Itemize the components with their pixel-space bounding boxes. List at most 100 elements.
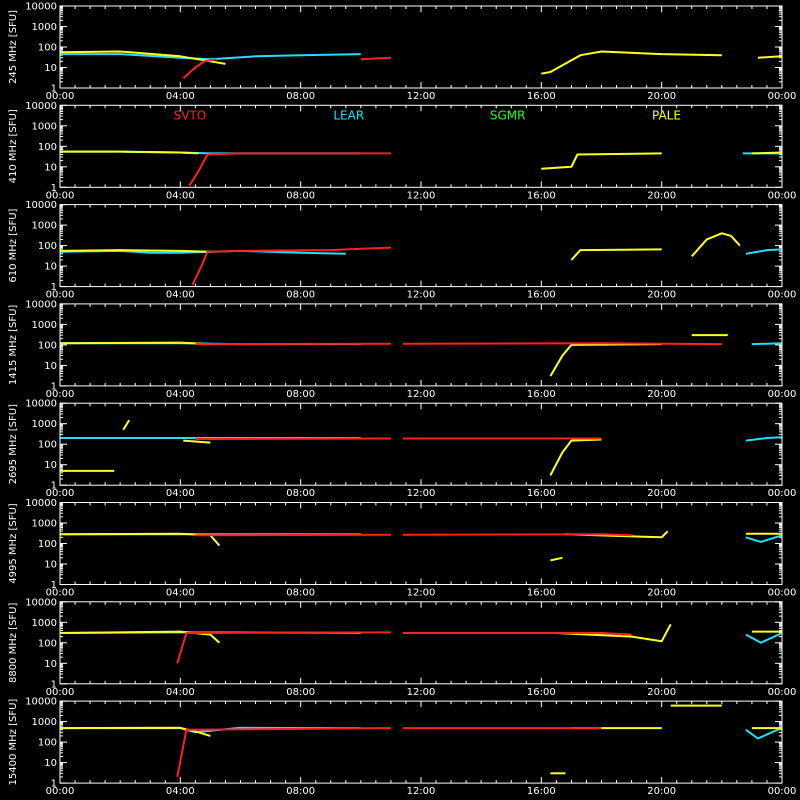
y-tick-label: 1000: [32, 519, 57, 530]
y-tick-label: 10000: [25, 299, 57, 310]
y-tick-label: 10000: [25, 2, 57, 13]
y-tick-label: 1: [51, 481, 57, 492]
x-tick-label: 12:00: [407, 687, 436, 698]
series-line-pale: [549, 343, 662, 377]
y-tick-label: 100: [38, 241, 57, 252]
series-line-lear: [60, 53, 361, 61]
y-tick-label: 10000: [25, 697, 57, 708]
series-line-svto: [176, 727, 391, 778]
x-tick-label: 16:00: [527, 786, 556, 797]
x-tick-label: 04:00: [166, 389, 195, 400]
series-line-lear: [745, 436, 783, 442]
x-tick-label: 04:00: [166, 687, 195, 698]
panel-2: 1 10 100 1000 10000 00:00 04:00 08:00 12:00 16:00…: [8, 200, 796, 301]
x-tick-label: 12:00: [407, 91, 436, 102]
y-tick-label: 100: [38, 539, 57, 550]
x-tick-label: 08:00: [286, 488, 315, 499]
x-tick-label: 00:00: [46, 190, 75, 201]
x-tick-label: 16:00: [527, 687, 556, 698]
panel-4: 1 10 100 1000 10000 00:00 04:00 08:00 12:00 16:00…: [8, 399, 796, 500]
y-tick-label: 1000: [32, 221, 57, 232]
panel-5: 1 10 100 1000 10000 00:00 04:00 08:00 12:00 16:00…: [8, 498, 796, 599]
series-line-pale: [59, 532, 221, 547]
y-axis-label: 245 MHz [SFU]: [8, 10, 19, 84]
x-tick-label: 20:00: [647, 190, 676, 201]
series-line-pale: [541, 152, 662, 170]
panel-frame: [59, 402, 783, 486]
y-tick-label: 1: [51, 580, 57, 591]
y-tick-label: 1: [51, 779, 57, 790]
series-line-svto: [182, 58, 217, 79]
y-tick-label: 10: [44, 560, 57, 571]
y-tick-label: 100: [38, 738, 57, 749]
series-line-svto: [195, 437, 391, 440]
x-tick-label: 12:00: [407, 488, 436, 499]
x-tick-label: 00:00: [768, 389, 797, 400]
x-tick-label: 08:00: [286, 786, 315, 797]
panel-1: 1 10 100 1000 10000 00:00 04:00 08:00 12:00 16:00…: [8, 101, 796, 202]
y-tick-label: 10000: [25, 498, 57, 509]
y-tick-label: 1: [51, 282, 57, 293]
y-axis-label: 4995 MHz [SFU]: [8, 503, 19, 584]
x-tick-label: 08:00: [286, 687, 315, 698]
x-tick-label: 16:00: [527, 290, 556, 301]
legend-sgmr: SGMR: [490, 108, 526, 122]
legend-svto: SVTO: [174, 108, 207, 122]
panel-frame: [59, 5, 783, 89]
x-tick-label: 00:00: [46, 290, 75, 301]
x-tick-label: 20:00: [647, 588, 676, 599]
series-line-lear: [745, 534, 783, 543]
panel-frame: [59, 204, 783, 288]
x-tick-label: 08:00: [286, 290, 315, 301]
series-line-pale: [751, 151, 783, 155]
x-tick-label: 08:00: [286, 389, 315, 400]
y-tick-label: 1: [51, 183, 57, 194]
series-line-lear: [745, 726, 783, 740]
x-tick-label: 16:00: [527, 588, 556, 599]
y-tick-label: 100: [38, 142, 57, 153]
x-tick-label: 12:00: [407, 588, 436, 599]
y-axis-label: 1415 MHz [SFU]: [8, 305, 19, 386]
legend-lear: LEAR: [333, 108, 364, 122]
y-axis-label: 2695 MHz [SFU]: [8, 404, 19, 485]
series-line-svto: [191, 246, 391, 286]
y-tick-label: 1000: [32, 121, 57, 132]
y-tick-label: 10: [44, 460, 57, 471]
y-tick-label: 100: [38, 43, 57, 54]
x-tick-label: 16:00: [527, 488, 556, 499]
x-tick-label: 00:00: [768, 91, 797, 102]
y-tick-label: 10000: [25, 399, 57, 410]
y-tick-label: 1: [51, 84, 57, 95]
series-line-pale: [550, 556, 563, 562]
x-tick-label: 00:00: [46, 91, 75, 102]
x-tick-label: 04:00: [166, 488, 195, 499]
series-line-pale: [549, 438, 602, 476]
y-tick-label: 1000: [32, 618, 57, 629]
series-line-pale: [757, 55, 783, 59]
y-tick-label: 1000: [32, 22, 57, 33]
panel-frame: [59, 502, 783, 585]
series-line-svto: [188, 152, 391, 187]
series-line-pale: [122, 419, 131, 431]
x-tick-label: 12:00: [407, 389, 436, 400]
series-line-lear: [751, 342, 783, 346]
legend: SVTO LEAR SGMR PALE: [174, 108, 681, 122]
y-tick-label: 10000: [25, 101, 57, 112]
series-line-pale: [183, 439, 211, 444]
x-tick-label: 16:00: [527, 389, 556, 400]
x-tick-label: 12:00: [407, 190, 436, 201]
y-tick-label: 10000: [25, 597, 57, 608]
y-tick-label: 100: [38, 638, 57, 649]
x-tick-label: 20:00: [647, 290, 676, 301]
series-line-svto: [176, 631, 391, 664]
series-line-pale: [691, 232, 741, 257]
y-tick-label: 10000: [25, 200, 57, 211]
x-tick-label: 16:00: [527, 91, 556, 102]
y-tick-label: 10: [44, 162, 57, 173]
panel-frame: [59, 303, 783, 387]
series-line-pale: [59, 50, 226, 65]
x-tick-label: 04:00: [166, 190, 195, 201]
x-tick-label: 00:00: [768, 290, 797, 301]
